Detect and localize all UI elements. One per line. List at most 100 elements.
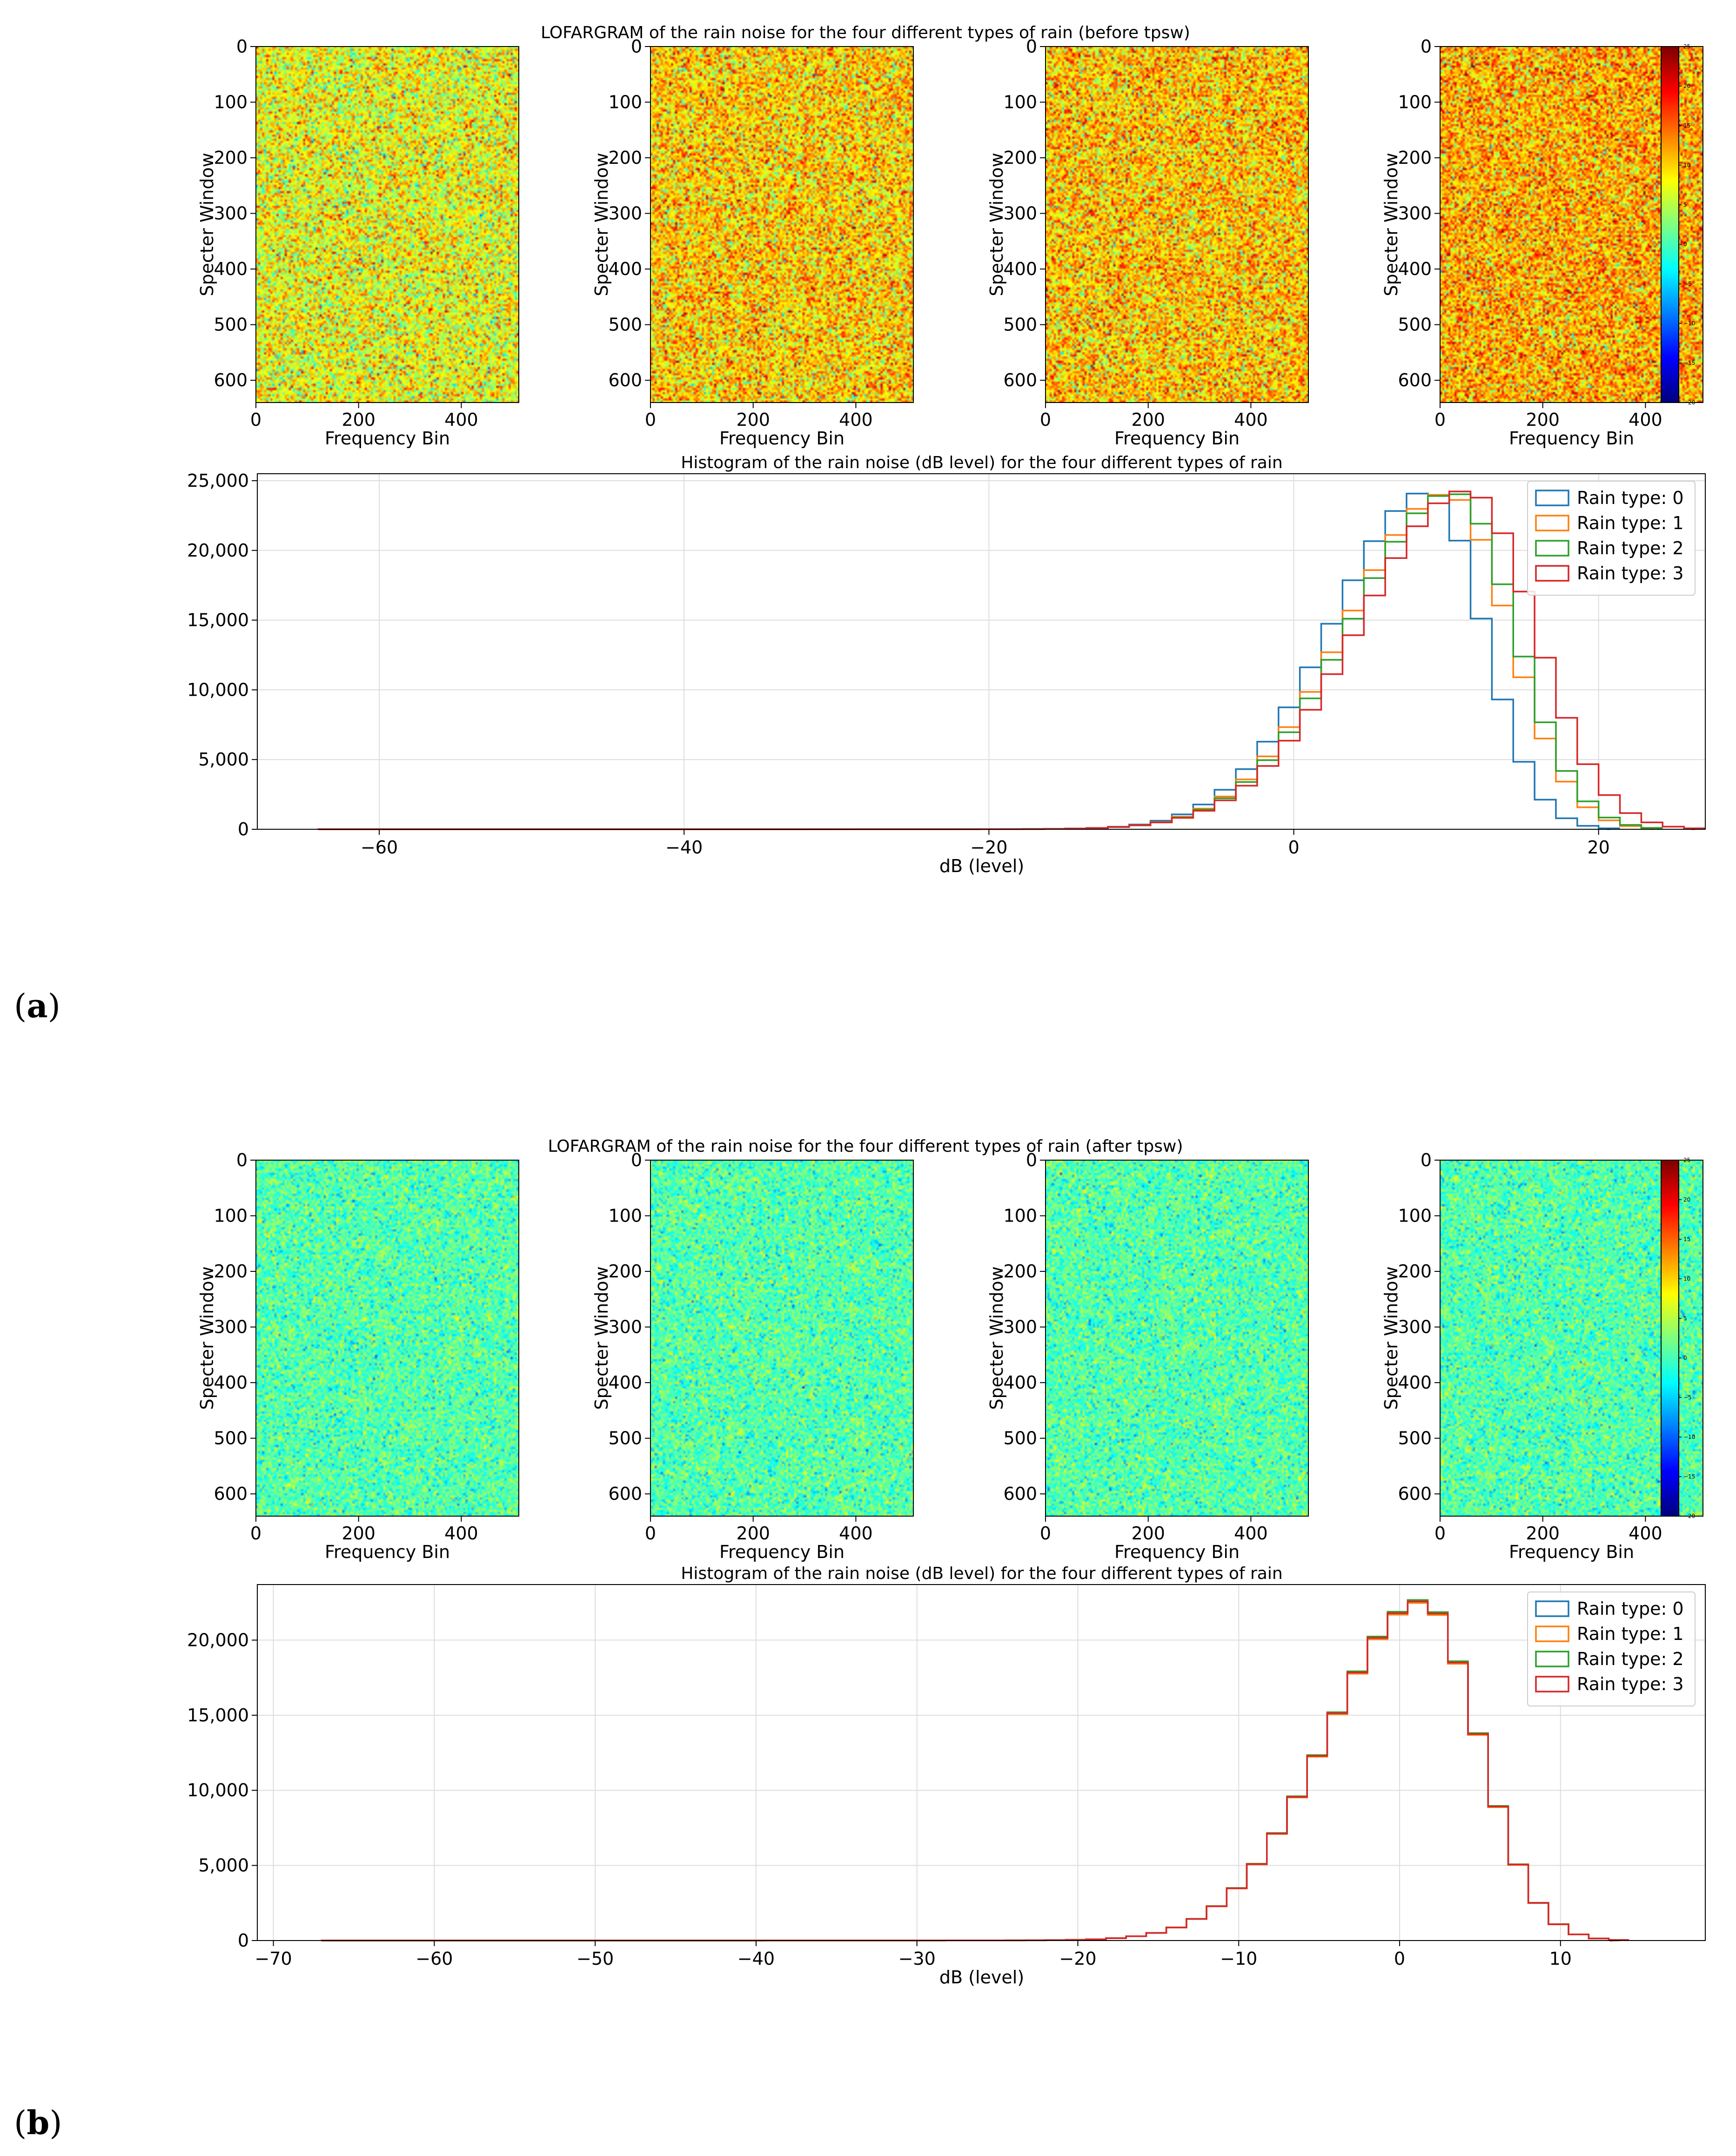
series-step-line xyxy=(318,493,1663,830)
y-tick-label: 600 xyxy=(214,1484,248,1504)
y-tick-label: 20,000 xyxy=(187,540,249,561)
y-tick-label: 200 xyxy=(1003,1261,1037,1282)
x-tick-label: −10 xyxy=(1220,1948,1257,1969)
legend-entry: Rain type: 0 xyxy=(1577,488,1684,508)
colorbar: −20 −15 −10 −5 0 5 10 15 20 25 xyxy=(1661,1157,1695,1519)
lofargram-image xyxy=(650,47,913,403)
lofargram-frame xyxy=(1440,1160,1703,1517)
y-tick-label: 500 xyxy=(1003,1428,1037,1449)
x-axis-label: dB (level) xyxy=(939,1967,1024,1988)
y-tick-label: 10,000 xyxy=(187,679,249,700)
x-tick-label: 200 xyxy=(1131,1523,1165,1544)
colorbar-tick-label: 20 xyxy=(1683,83,1690,89)
x-axis-label: Frequency Bin xyxy=(1509,1542,1634,1562)
y-tick-label: 25,000 xyxy=(187,470,249,491)
colorbar-tick-label: −15 xyxy=(1683,360,1695,366)
legend-swatch xyxy=(1535,1676,1569,1693)
y-tick-label: 5,000 xyxy=(198,749,249,770)
y-axis-label: Specter Window xyxy=(1381,153,1401,296)
y-tick-label: 0 xyxy=(236,36,248,57)
series-step-line xyxy=(318,490,1706,830)
y-tick-label: 5,000 xyxy=(198,1855,249,1876)
colorbar-tick-label: −10 xyxy=(1683,320,1695,327)
y-tick-label: 300 xyxy=(608,203,642,224)
colorbar-frame xyxy=(1661,1160,1679,1517)
y-tick-label: 400 xyxy=(1003,259,1037,279)
y-tick-label: 0 xyxy=(1421,36,1432,57)
x-axis-label: Frequency Bin xyxy=(1509,428,1634,449)
y-tick-label: 400 xyxy=(608,259,642,279)
colorbar-tick-label: 25 xyxy=(1683,1157,1690,1163)
x-tick-label: 400 xyxy=(1629,1523,1662,1544)
lofargram-frame xyxy=(650,1160,914,1517)
x-tick-label: −40 xyxy=(737,1948,775,1969)
y-tick-label: 400 xyxy=(214,259,248,279)
lofargram-frame xyxy=(255,1160,519,1517)
x-tick-label: 0 xyxy=(250,410,261,430)
y-tick-label: 400 xyxy=(1398,1372,1432,1393)
x-axis-label: Frequency Bin xyxy=(1114,1542,1240,1562)
colorbar-tick-label: 5 xyxy=(1683,1315,1687,1322)
lofargram-frame xyxy=(650,46,914,403)
y-tick-label: 500 xyxy=(214,315,248,335)
series-step-line xyxy=(322,1599,1629,1941)
y-tick-label: 500 xyxy=(1398,315,1432,335)
y-tick-label: 500 xyxy=(1398,1428,1432,1449)
y-tick-label: 10,000 xyxy=(187,1780,249,1800)
colorbar-tick-label: −5 xyxy=(1683,1394,1692,1401)
y-tick-label: 0 xyxy=(631,36,642,57)
x-tick-label: 200 xyxy=(1526,1523,1560,1544)
legend-swatch xyxy=(1535,515,1569,531)
y-axis-label: Specter Window xyxy=(197,1266,217,1410)
histogram-frame xyxy=(257,473,1706,830)
y-tick-label: 100 xyxy=(1003,1206,1037,1226)
y-tick-label: 500 xyxy=(608,315,642,335)
colorbar-tick-label: 0 xyxy=(1683,241,1687,248)
x-tick-label: 10 xyxy=(1549,1948,1572,1969)
y-tick-label: 200 xyxy=(214,1261,248,1282)
x-tick-label: 200 xyxy=(1526,410,1560,430)
histogram: Histogram of the rain noise (dB level) f… xyxy=(187,453,1706,876)
y-tick-label: 300 xyxy=(1003,1317,1037,1337)
series-step-line xyxy=(318,494,1663,830)
histogram-title: Histogram of the rain noise (dB level) f… xyxy=(681,1564,1282,1583)
x-tick-label: −30 xyxy=(898,1948,936,1969)
colorbar-tick-label: 20 xyxy=(1683,1196,1690,1203)
y-tick-label: 15,000 xyxy=(187,610,249,631)
x-axis-label: Frequency Bin xyxy=(325,428,450,449)
x-axis-label: Frequency Bin xyxy=(719,1542,845,1562)
y-tick-label: 100 xyxy=(214,1206,248,1226)
y-tick-label: 500 xyxy=(1003,315,1037,335)
x-tick-label: 0 xyxy=(1040,1523,1051,1544)
x-tick-label: 0 xyxy=(1394,1948,1405,1969)
y-tick-label: 0 xyxy=(1026,36,1037,57)
y-tick-label: 200 xyxy=(608,1261,642,1282)
lofargram-frame xyxy=(1045,46,1309,403)
x-tick-label: 400 xyxy=(839,410,873,430)
y-tick-label: 600 xyxy=(1398,370,1432,390)
x-tick-label: −60 xyxy=(416,1948,453,1969)
x-axis-label: dB (level) xyxy=(939,856,1024,876)
x-tick-label: 0 xyxy=(250,1523,261,1544)
y-tick-label: 15,000 xyxy=(187,1705,249,1726)
x-tick-label: 0 xyxy=(1434,1523,1446,1544)
x-tick-label: 400 xyxy=(1234,410,1268,430)
y-tick-label: 20,000 xyxy=(187,1630,249,1650)
histogram: Histogram of the rain noise (dB level) f… xyxy=(187,1564,1706,1988)
colorbar-tick-label: 25 xyxy=(1683,43,1690,50)
lofargram-frame xyxy=(1045,1160,1309,1517)
legend-entry: Rain type: 1 xyxy=(1577,513,1684,533)
y-tick-label: 200 xyxy=(1398,148,1432,168)
y-tick-label: 0 xyxy=(1421,1150,1432,1170)
x-axis-label: Frequency Bin xyxy=(325,1542,450,1562)
colorbar-gradient xyxy=(1661,47,1679,403)
x-tick-label: 200 xyxy=(342,1523,375,1544)
colorbar-tick-label: 10 xyxy=(1683,1276,1690,1282)
panel-a-label: (a) xyxy=(14,987,60,1025)
x-tick-label: 200 xyxy=(342,410,375,430)
legend-box xyxy=(1527,1592,1696,1706)
x-tick-label: −20 xyxy=(970,837,1007,858)
x-tick-label: −60 xyxy=(361,837,398,858)
